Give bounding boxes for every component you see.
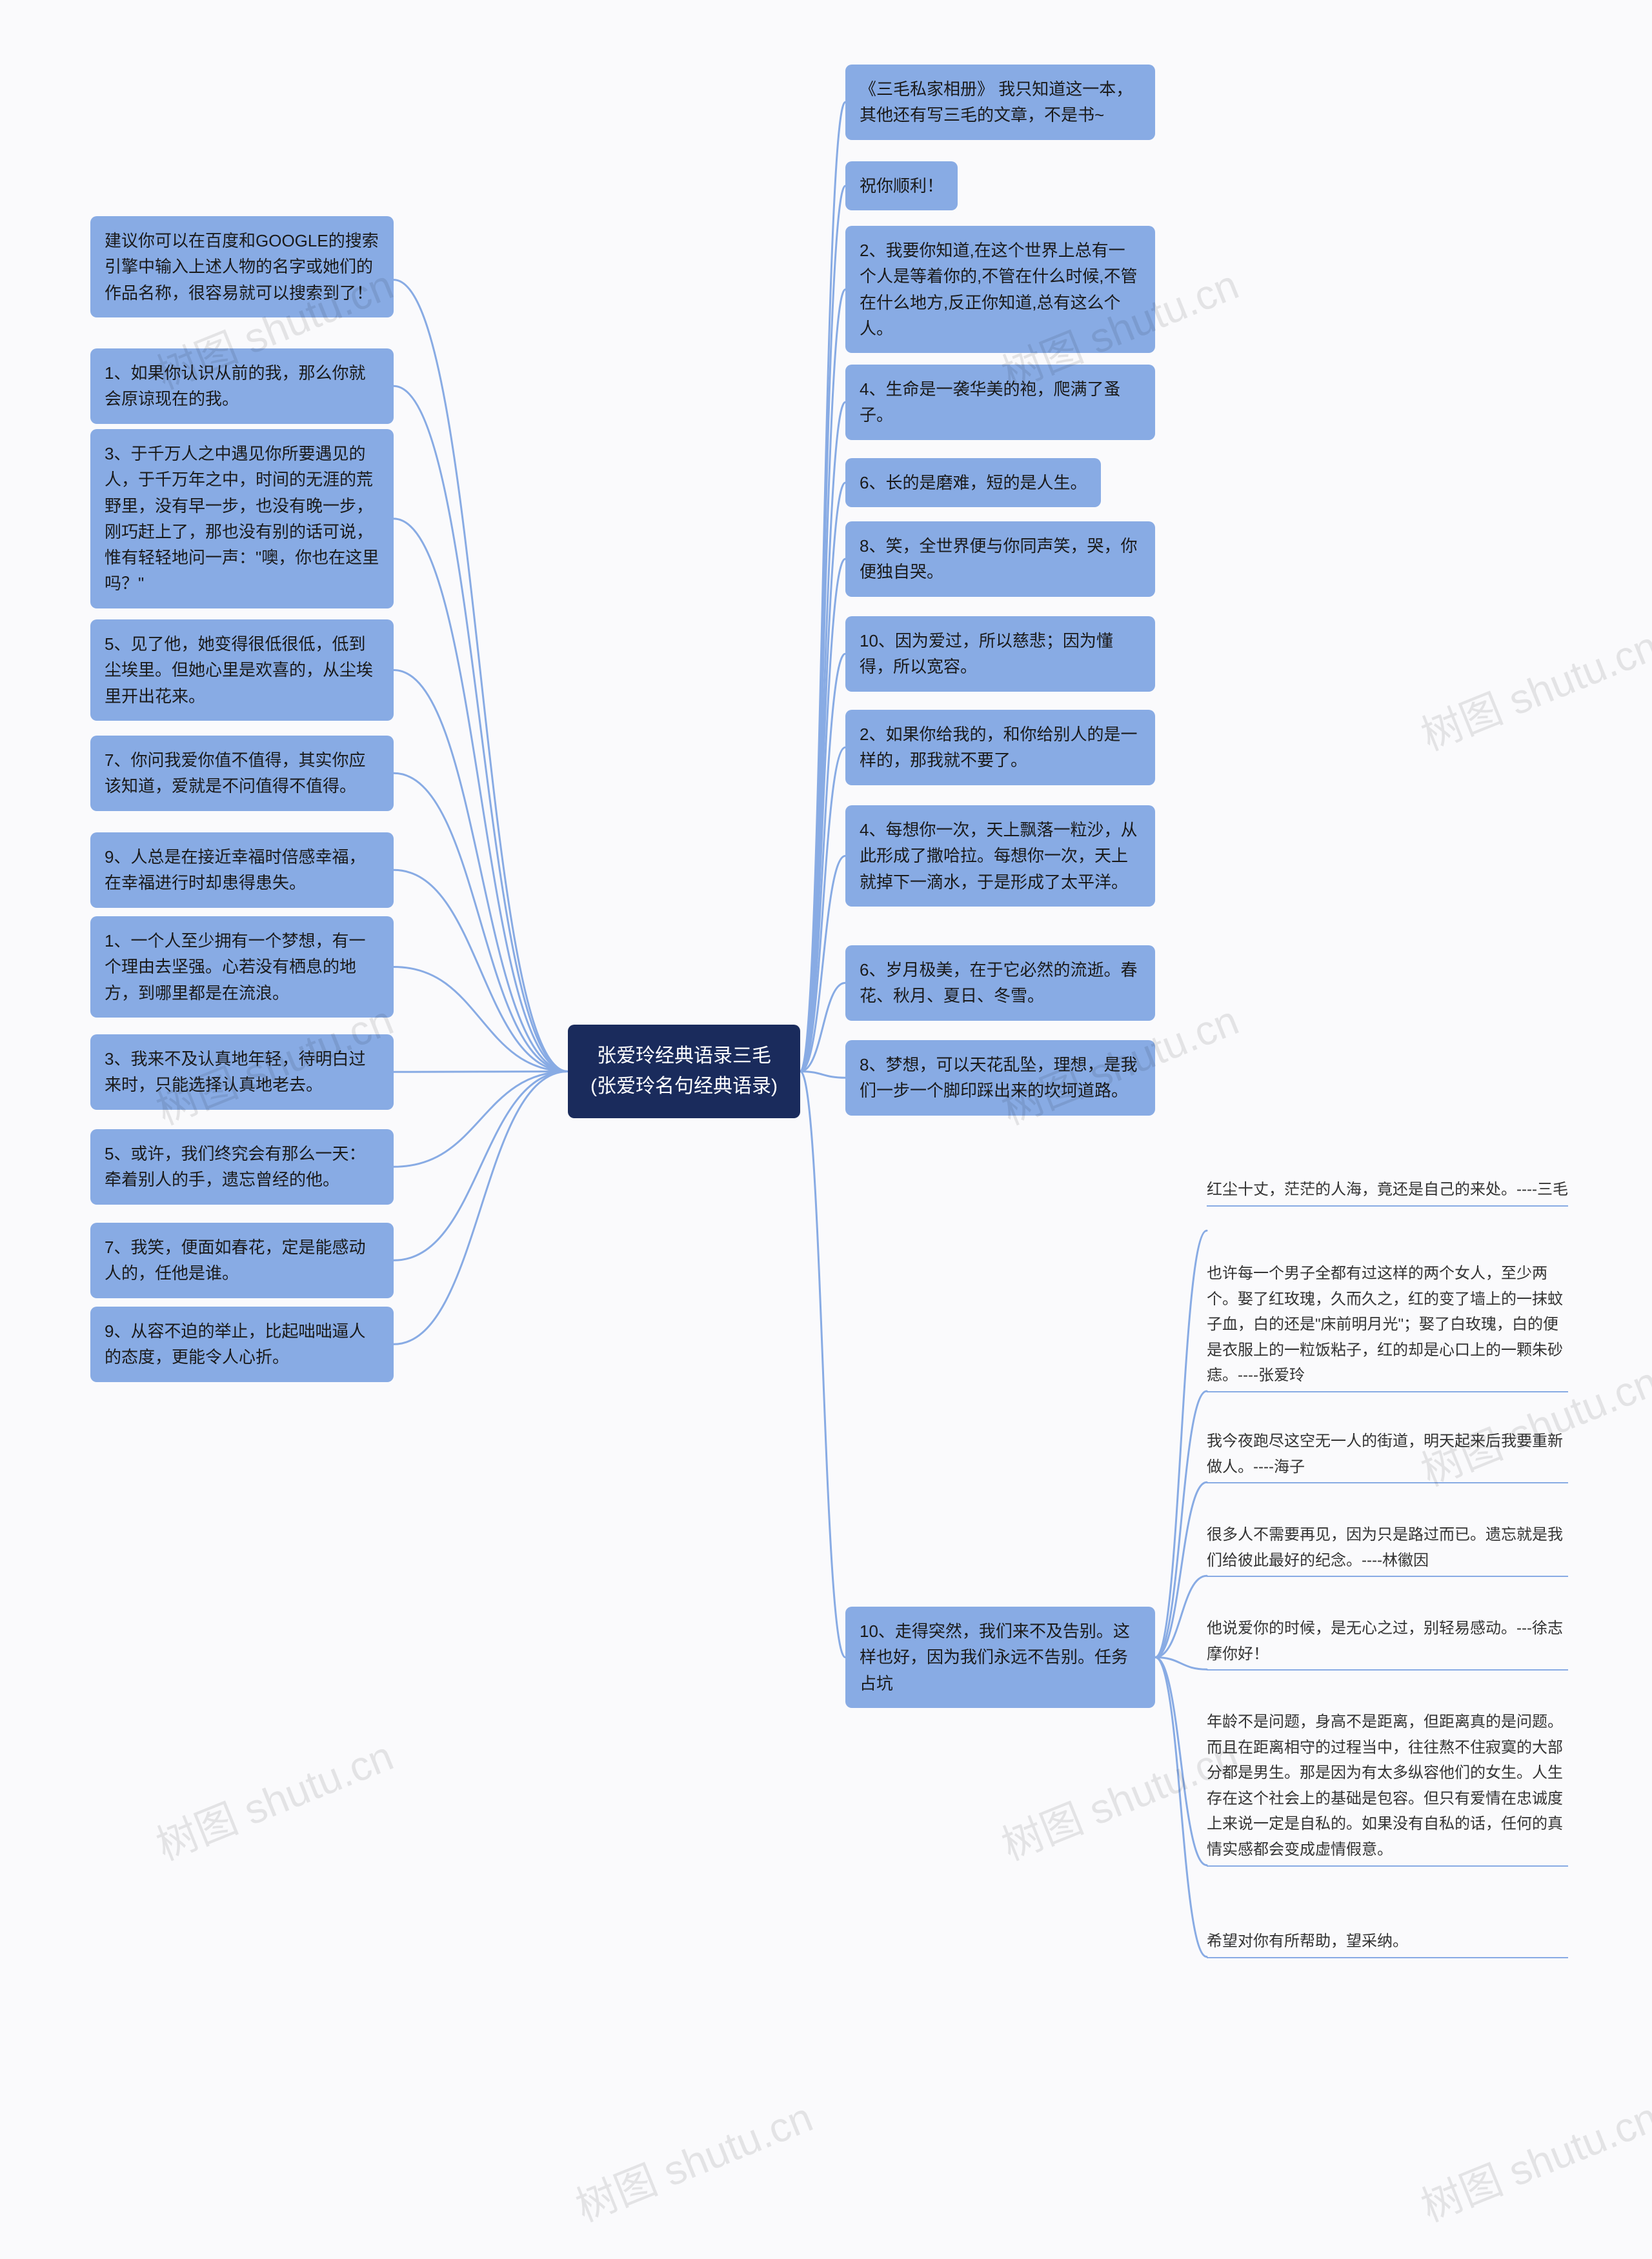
left-node[interactable]: 建议你可以在百度和GOOGLE的搜索引擎中输入上述人物的名字或她们的作品名称，很… <box>90 216 394 317</box>
right-node[interactable]: 《三毛私家相册》 我只知道这一本，其他还有写三毛的文章，不是书~ <box>845 65 1155 140</box>
sub-label: 很多人不需要再见，因为只是路过而已。遗忘就是我们给彼此最好的纪念。----林徽因 <box>1207 1526 1563 1569</box>
node-label: 10、因为爱过，所以慈悲；因为懂得，所以宽容。 <box>860 631 1113 676</box>
sub-node[interactable]: 希望对你有所帮助，望采纳。 <box>1207 1926 1568 1958</box>
watermark-text: 树图 shutu.cn <box>570 2094 819 2231</box>
left-node[interactable]: 1、如果你认识从前的我，那么你就会原谅现在的我。 <box>90 348 394 424</box>
node-label: 5、或许，我们终究会有那么一天：牵着别人的手，遗忘曾经的他。 <box>105 1144 365 1189</box>
left-node[interactable]: 9、人总是在接近幸福时倍感幸福，在幸福进行时却患得患失。 <box>90 832 394 908</box>
sub-label: 红尘十丈，茫茫的人海，竟还是自己的来处。----三毛 <box>1207 1181 1568 1198</box>
node-label: 8、梦想，可以天花乱坠，理想，是我们一步一个脚印踩出来的坎坷道路。 <box>860 1055 1137 1100</box>
left-node[interactable]: 7、我笑，便面如春花，定是能感动人的，任他是谁。 <box>90 1223 394 1298</box>
node-label: 9、从容不迫的举止，比起咄咄逼人的态度，更能令人心折。 <box>105 1321 365 1367</box>
sub-node[interactable]: 我今夜跑尽这空无一人的街道，明天起来后我要重新做人。----海子 <box>1207 1426 1568 1483</box>
watermark: 树图 shutu.cn <box>1411 2085 1652 2234</box>
node-label: 2、我要你知道,在这个世界上总有一个人是等着你的,不管在什么时候,不管在什么地方… <box>860 241 1137 338</box>
node-label: 7、我笑，便面如春花，定是能感动人的，任他是谁。 <box>105 1238 365 1283</box>
sub-label: 我今夜跑尽这空无一人的街道，明天起来后我要重新做人。----海子 <box>1207 1432 1563 1476</box>
node-label: 1、一个人至少拥有一个梦想，有一个理由去坚强。心若没有栖息的地方，到哪里都是在流… <box>105 931 365 1003</box>
left-node[interactable]: 3、于千万人之中遇见你所要遇见的人，于千万年之中，时间的无涯的荒野里，没有早一步… <box>90 429 394 608</box>
watermark-text: 树图 shutu.cn <box>1415 623 1652 759</box>
node-label: 祝你顺利！ <box>860 176 943 196</box>
node-label: 3、于千万人之中遇见你所要遇见的人，于千万年之中，时间的无涯的荒野里，没有早一步… <box>105 444 379 593</box>
node-label: 4、每想你一次，天上飘落一粒沙，从此形成了撒哈拉。每想你一次，天上就掉下一滴水，… <box>860 820 1137 892</box>
right-node[interactable]: 2、我要你知道,在这个世界上总有一个人是等着你的,不管在什么时候,不管在什么地方… <box>845 226 1155 353</box>
right-node[interactable]: 6、岁月极美，在于它必然的流逝。春花、秋月、夏日、冬雪。 <box>845 945 1155 1021</box>
mindmap-canvas: 张爱玲经典语录三毛(张爱玲名句经典语录) 建议你可以在百度和GOOGLE的搜索引擎… <box>0 0 1652 2259</box>
sub-node[interactable]: 红尘十丈，茫茫的人海，竟还是自己的来处。----三毛 <box>1207 1174 1568 1207</box>
node-label: 5、见了他，她变得很低很低，低到尘埃里。但她心里是欢喜的，从尘埃里开出花来。 <box>105 634 373 706</box>
right-node[interactable]: 2、如果你给我的，和你给别人的是一样的，那我就不要了。 <box>845 710 1155 785</box>
watermark: 树图 shutu.cn <box>1411 614 1652 763</box>
left-node[interactable]: 9、从容不迫的举止，比起咄咄逼人的态度，更能令人心折。 <box>90 1307 394 1382</box>
node-label: 7、你问我爱你值不值得，其实你应该知道，爱就是不问值得不值得。 <box>105 750 365 796</box>
watermark: 树图 shutu.cn <box>146 1723 401 1872</box>
left-node[interactable]: 5、见了他，她变得很低很低，低到尘埃里。但她心里是欢喜的，从尘埃里开出花来。 <box>90 619 394 721</box>
left-node[interactable]: 5、或许，我们终究会有那么一天：牵着别人的手，遗忘曾经的他。 <box>90 1129 394 1205</box>
right-node[interactable]: 4、生命是一袭华美的袍，爬满了蚤子。 <box>845 365 1155 440</box>
node-label: 4、生命是一袭华美的袍，爬满了蚤子。 <box>860 379 1120 425</box>
node-label: 《三毛私家相册》 我只知道这一本，其他还有写三毛的文章，不是书~ <box>860 79 1133 125</box>
sub-label: 希望对你有所帮助，望采纳。 <box>1207 1933 1408 1950</box>
right-node[interactable]: 祝你顺利！ <box>845 161 958 210</box>
sub-label: 也许每一个男子全都有过这样的两个女人，至少两个。娶了红玫瑰，久而久之，红的变了墙… <box>1207 1265 1563 1384</box>
right-node[interactable]: 4、每想你一次，天上飘落一粒沙，从此形成了撒哈拉。每想你一次，天上就掉下一滴水，… <box>845 805 1155 907</box>
node-label: 1、如果你认识从前的我，那么你就会原谅现在的我。 <box>105 363 365 408</box>
sub-node[interactable]: 很多人不需要再见，因为只是路过而已。遗忘就是我们给彼此最好的纪念。----林徽因 <box>1207 1520 1568 1577</box>
right-node[interactable]: 8、笑，全世界便与你同声笑，哭，你便独自哭。 <box>845 521 1155 597</box>
right-node[interactable]: 6、长的是磨难，短的是人生。 <box>845 458 1101 507</box>
node-label: 10、走得突然，我们来不及告别。这样也好，因为我们永远不告别。任务占坑 <box>860 1621 1130 1693</box>
sub-label: 他说爱你的时候，是无心之过，别轻易感动。---徐志摩你好！ <box>1207 1620 1563 1663</box>
center-node[interactable]: 张爱玲经典语录三毛(张爱玲名句经典语录) <box>568 1025 800 1118</box>
node-label: 3、我来不及认真地年轻，待明白过来时，只能选择认真地老去。 <box>105 1049 365 1094</box>
right-node[interactable]: 10、因为爱过，所以慈悲；因为懂得，所以宽容。 <box>845 616 1155 692</box>
left-node[interactable]: 1、一个人至少拥有一个梦想，有一个理由去坚强。心若没有栖息的地方，到哪里都是在流… <box>90 916 394 1018</box>
left-node[interactable]: 3、我来不及认真地年轻，待明白过来时，只能选择认真地老去。 <box>90 1034 394 1110</box>
node-label: 6、长的是磨难，短的是人生。 <box>860 473 1087 492</box>
right-node[interactable]: 8、梦想，可以天花乱坠，理想，是我们一步一个脚印踩出来的坎坷道路。 <box>845 1040 1155 1116</box>
sub-label: 年龄不是问题，身高不是距离，但距离真的是问题。而且在距离相守的过程当中，往往熬不… <box>1207 1713 1563 1858</box>
node-label: 2、如果你给我的，和你给别人的是一样的，那我就不要了。 <box>860 725 1137 770</box>
sub-node[interactable]: 他说爱你的时候，是无心之过，别轻易感动。---徐志摩你好！ <box>1207 1613 1568 1671</box>
node-label: 9、人总是在接近幸福时倍感幸福，在幸福进行时却患得患失。 <box>105 847 365 892</box>
sub-node[interactable]: 年龄不是问题，身高不是距离，但距离真的是问题。而且在距离相守的过程当中，往往熬不… <box>1207 1707 1568 1867</box>
sub-node[interactable]: 也许每一个男子全都有过这样的两个女人，至少两个。娶了红玫瑰，久而久之，红的变了墙… <box>1207 1258 1568 1392</box>
left-node[interactable]: 7、你问我爱你值不值得，其实你应该知道，爱就是不问值得不值得。 <box>90 736 394 811</box>
node-label: 建议你可以在百度和GOOGLE的搜索引擎中输入上述人物的名字或她们的作品名称，很… <box>105 231 379 303</box>
node-label: 6、岁月极美，在于它必然的流逝。春花、秋月、夏日、冬雪。 <box>860 960 1137 1005</box>
node-label: 8、笑，全世界便与你同声笑，哭，你便独自哭。 <box>860 536 1137 581</box>
watermark-text: 树图 shutu.cn <box>150 1732 399 1869</box>
watermark: 树图 shutu.cn <box>566 2085 820 2234</box>
center-label: 张爱玲经典语录三毛(张爱玲名句经典语录) <box>590 1045 778 1097</box>
right-node[interactable]: 10、走得突然，我们来不及告别。这样也好，因为我们永远不告别。任务占坑 <box>845 1607 1155 1708</box>
watermark-text: 树图 shutu.cn <box>1415 2094 1652 2231</box>
